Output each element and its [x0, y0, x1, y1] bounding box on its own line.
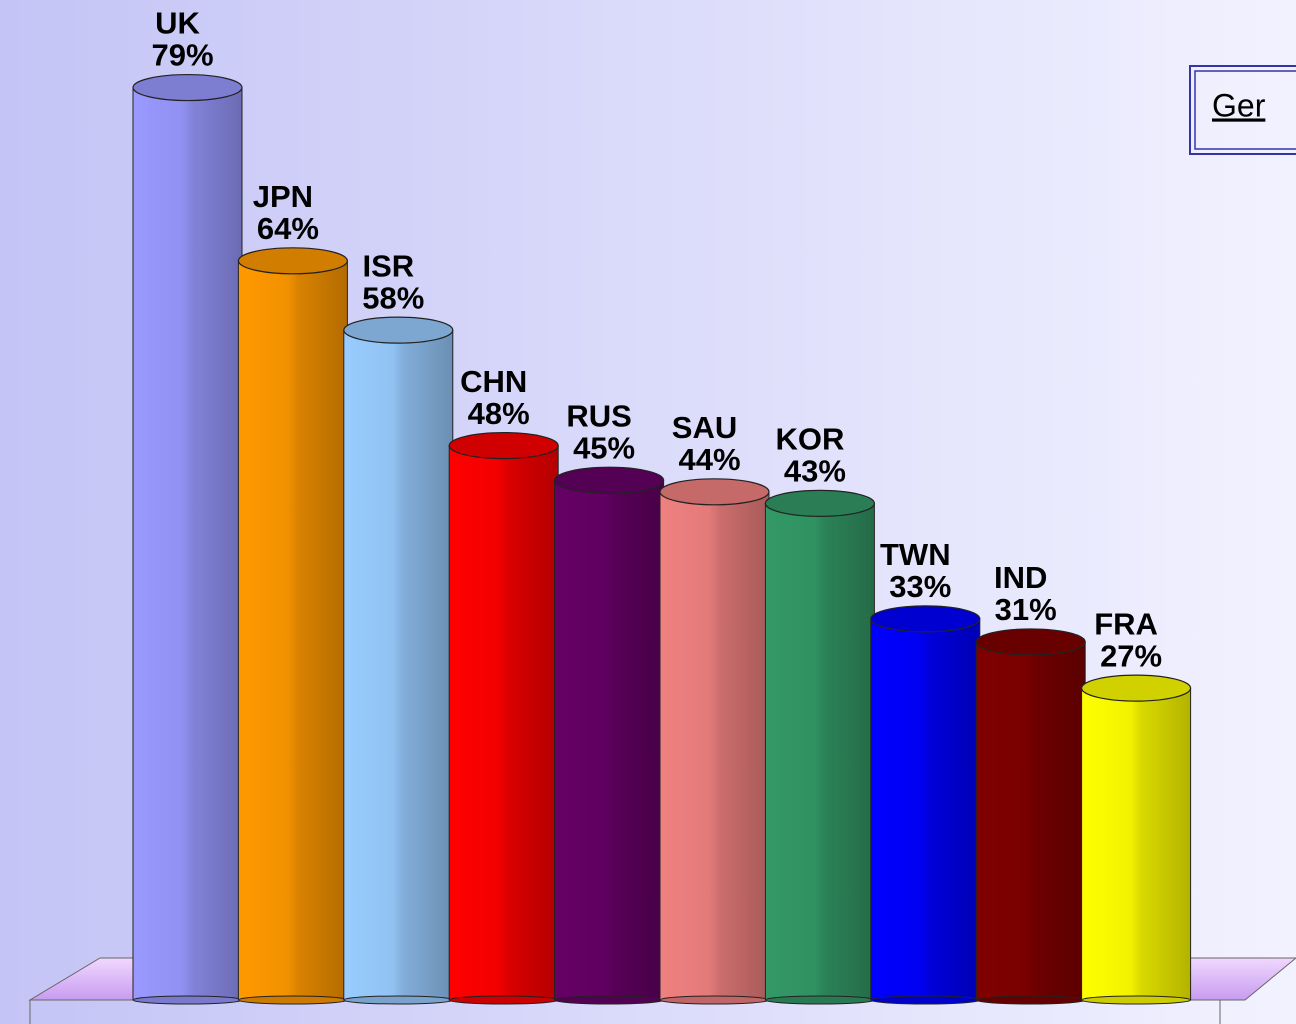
bar-bottom [870, 995, 981, 1005]
bar-top [553, 466, 665, 494]
bar [764, 502, 875, 1001]
bar [1081, 687, 1192, 1001]
bar [448, 445, 559, 1001]
bar-top [975, 628, 1086, 656]
bar-top [237, 247, 348, 275]
category-label: UK [155, 6, 200, 41]
category-label: TWN [880, 537, 951, 572]
value-label: 58% [362, 280, 424, 315]
category-label: JPN [253, 179, 313, 214]
bar [132, 87, 243, 1001]
bar-top [764, 489, 876, 517]
category-label: ISR [362, 248, 414, 283]
value-label: 44% [678, 442, 740, 477]
bar [237, 260, 348, 1001]
bar-top [343, 316, 454, 344]
bar-bottom [237, 995, 348, 1005]
bar-bottom [764, 995, 875, 1005]
bar [554, 479, 665, 1001]
value-label: 27% [1100, 638, 1162, 673]
bar-top [659, 478, 770, 506]
value-label: 45% [573, 430, 635, 465]
category-label: KOR [775, 422, 844, 457]
bar-bottom [448, 995, 559, 1005]
bar-top [132, 73, 243, 102]
value-label: 31% [995, 592, 1057, 627]
bar-bottom [1081, 995, 1192, 1005]
value-label: 43% [784, 454, 846, 489]
bar-bottom [659, 995, 770, 1005]
bar [659, 491, 770, 1001]
category-label: IND [994, 560, 1047, 595]
bar [975, 641, 1086, 1001]
category-label: RUS [566, 398, 631, 433]
category-label: CHN [460, 364, 527, 399]
value-label: 48% [468, 396, 530, 431]
annotation-box: Ger [1189, 65, 1296, 155]
bar-top [870, 605, 981, 633]
bar-bottom [554, 995, 665, 1005]
bar-bottom [132, 995, 243, 1005]
annotation: Ger [1212, 87, 1266, 123]
bar-bottom [975, 995, 1086, 1005]
bar-top [448, 432, 559, 460]
value-label: 33% [889, 569, 951, 604]
bar [870, 618, 981, 1001]
category-label: FRA [1094, 606, 1158, 641]
category-label: SAU [672, 410, 737, 445]
value-label: 64% [257, 211, 319, 246]
bar-bottom [343, 995, 454, 1005]
bar-top [1080, 674, 1192, 702]
bar [343, 329, 454, 1001]
value-label: 79% [151, 38, 213, 73]
